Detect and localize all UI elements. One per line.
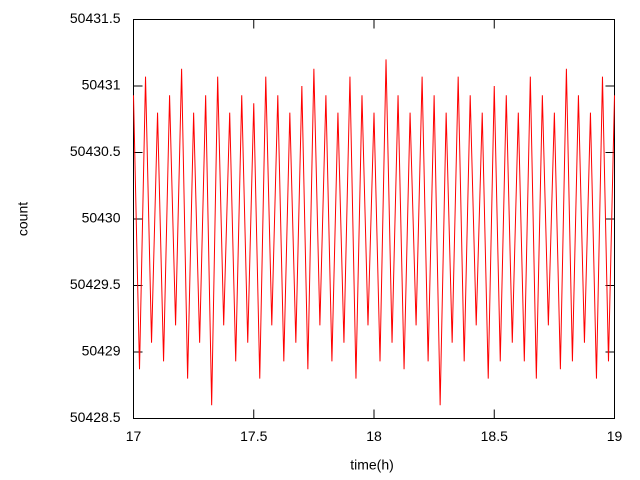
data-line bbox=[133, 59, 615, 406]
x-tick-label: 17 bbox=[126, 428, 142, 444]
y-tick-label: 50429 bbox=[82, 343, 121, 359]
x-tick-label: 18.5 bbox=[481, 428, 508, 444]
x-axis-label: time(h) bbox=[350, 457, 394, 473]
y-tick-label: 50428.5 bbox=[70, 409, 121, 425]
y-tick-label: 50431 bbox=[82, 77, 121, 93]
x-tick-label: 19 bbox=[607, 428, 623, 444]
y-tick-label: 50431.5 bbox=[70, 10, 121, 26]
y-tick-label: 50429.5 bbox=[70, 276, 121, 292]
y-tick-label: 50430 bbox=[82, 210, 121, 226]
x-tick-label: 18 bbox=[366, 428, 382, 444]
x-tick-label: 17.5 bbox=[240, 428, 267, 444]
y-axis-label: count bbox=[15, 202, 31, 236]
plot-border bbox=[133, 19, 615, 419]
y-tick-label: 50430.5 bbox=[70, 143, 121, 159]
